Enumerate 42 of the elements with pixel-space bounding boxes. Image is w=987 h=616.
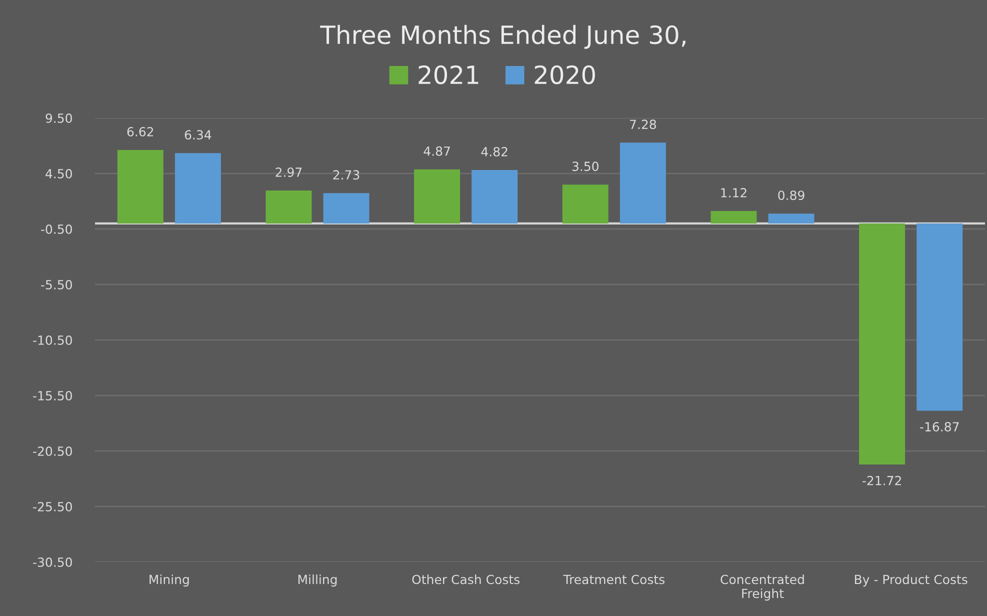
y-tick-label: -25.50 [33, 502, 72, 512]
x-tick-label: By - Product Costs [854, 574, 968, 587]
y-tick-label: -20.50 [33, 446, 72, 456]
bar [859, 223, 906, 465]
bar [323, 193, 370, 224]
y-tick-label: -30.50 [33, 557, 72, 567]
bar [620, 142, 666, 224]
bar [174, 153, 221, 224]
legend-label: 2021 [418, 65, 478, 84]
bar [916, 223, 963, 411]
x-tick-label: Other Cash Costs [412, 574, 520, 584]
bar [414, 169, 460, 224]
bar [710, 211, 757, 224]
y-tick-label: -0.50 [41, 224, 72, 234]
bar [768, 214, 814, 224]
bar [562, 184, 608, 224]
legend-label: 2020 [534, 65, 595, 84]
x-tick-label: Treatment Costs [563, 574, 664, 584]
data-label: 4.87 [424, 146, 450, 156]
data-label: 1.12 [721, 188, 746, 198]
bar [266, 190, 312, 224]
data-label: 2.97 [276, 167, 302, 177]
data-label: -21.72 [862, 476, 901, 486]
y-tick-label: -10.50 [33, 335, 72, 345]
data-label: 2.73 [333, 170, 360, 180]
data-label: 3.50 [572, 162, 598, 172]
data-label: 7.28 [630, 120, 656, 130]
data-label: 4.82 [481, 146, 508, 156]
y-tick-label: 9.50 [46, 113, 72, 123]
y-tick-label: -15.50 [33, 390, 72, 400]
x-tick-label: Mining [150, 574, 189, 587]
y-tick-label: 4.50 [46, 168, 72, 178]
x-tick-label: Concentrated Freight [720, 574, 804, 601]
y-tick-label: -5.50 [41, 280, 72, 290]
data-label: 6.62 [127, 126, 154, 136]
data-label: 0.89 [778, 190, 804, 200]
chart-title: Three Months Ended June 30, [320, 24, 686, 49]
data-label: 6.34 [184, 130, 212, 140]
bar [117, 150, 164, 224]
data-label: -16.87 [920, 422, 959, 432]
bar [472, 170, 518, 224]
x-tick-label: Milling [298, 574, 337, 587]
